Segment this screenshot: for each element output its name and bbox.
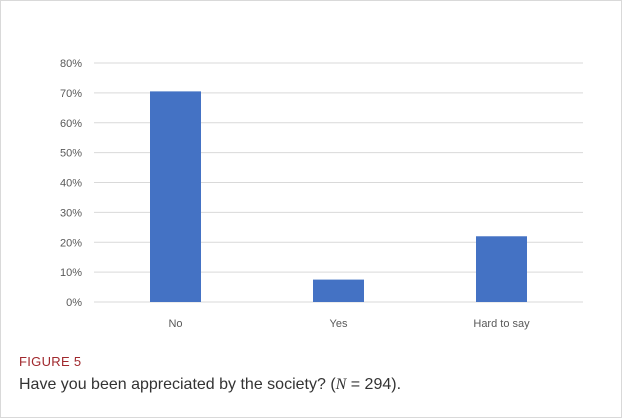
- bar: [476, 236, 527, 302]
- x-tick-label: Hard to say: [473, 318, 530, 330]
- caption-variable: N: [335, 376, 347, 393]
- y-tick-label: 70%: [60, 88, 82, 100]
- y-tick-label: 40%: [60, 178, 82, 190]
- y-tick-label: 10%: [60, 267, 82, 279]
- figure-label: FIGURE 5: [19, 354, 82, 369]
- bar: [150, 91, 201, 302]
- y-tick-label: 50%: [60, 148, 82, 160]
- y-tick-label: 0%: [66, 297, 82, 309]
- y-tick-label: 60%: [60, 118, 82, 130]
- x-tick-label: Yes: [330, 318, 348, 330]
- y-tick-label: 30%: [60, 207, 82, 219]
- caption-text-end: = 294).: [346, 376, 402, 393]
- y-tick-label: 20%: [60, 237, 82, 249]
- caption-text-start: Have you been appreciated by the society…: [19, 376, 336, 393]
- y-tick-label: 80%: [60, 58, 82, 70]
- bar: [313, 279, 364, 302]
- x-tick-label: No: [168, 318, 182, 330]
- bar-chart: 0% 10% 20% 30% 40% 50% 60% 70% 80% No Yes Hard to s…: [60, 58, 583, 330]
- figure-caption: Have you been appreciated by the society…: [19, 376, 401, 394]
